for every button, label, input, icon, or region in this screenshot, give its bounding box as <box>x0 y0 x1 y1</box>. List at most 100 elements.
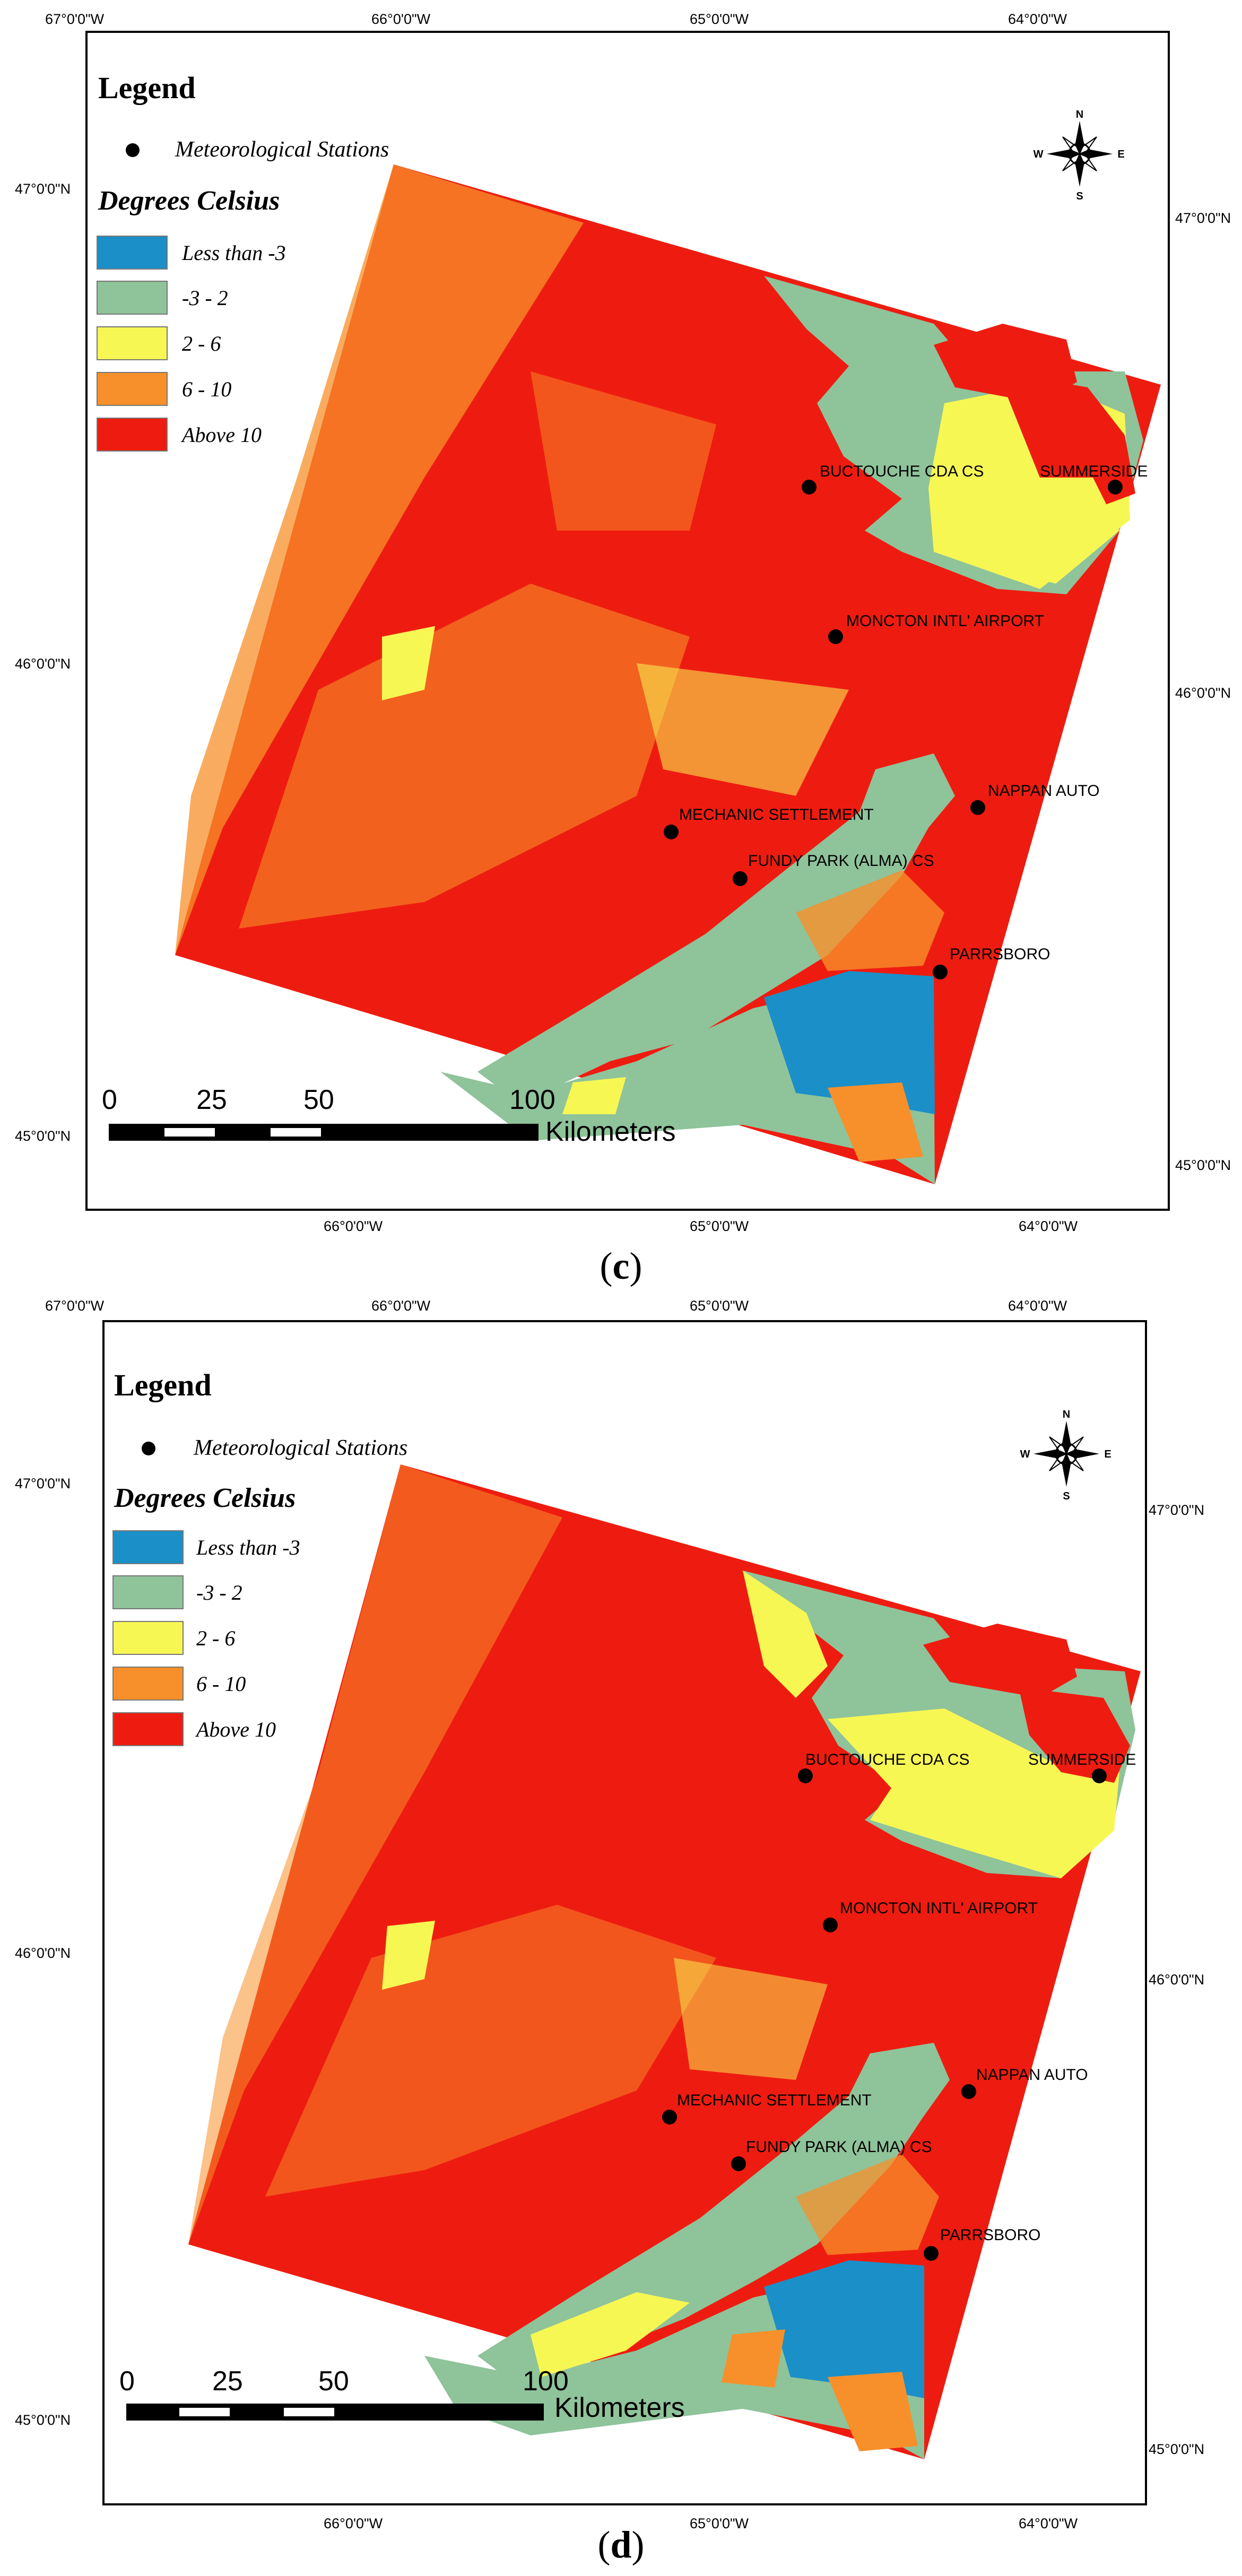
right-axis-label: 45°0'0"N <box>1149 2441 1204 2457</box>
stations: BUCTOUCHE CDA CS SUMMERSIDE MONCTON INTL… <box>662 1751 1136 2261</box>
station-marker[interactable] <box>733 871 748 886</box>
top-axis-label: 65°0'0"W <box>690 1298 749 1314</box>
scale-tick-label: 100 <box>509 1085 555 1115</box>
left-axis-label: 46°0'0"N <box>15 656 71 672</box>
top-axis-label: 64°0'0"W <box>1008 1298 1067 1314</box>
legend-class-label: Above 10 <box>180 423 262 447</box>
scale-unit: Kilometers <box>545 1116 676 1147</box>
left-axis-label: 47°0'0"N <box>15 1476 71 1491</box>
right-axis-label: 47°0'0"N <box>1149 1502 1204 1518</box>
caption-c: (c) <box>600 1245 642 1287</box>
east-label: E <box>1104 1449 1111 1460</box>
station-label: FUNDY PARK (ALMA) CS <box>746 2138 932 2156</box>
legend-swatch <box>97 281 168 315</box>
bottom-axis-label: 65°0'0"W <box>690 1218 749 1234</box>
legend-class-label: -3 - 2 <box>182 286 228 310</box>
bottom-axis-label: 64°0'0"W <box>1019 1218 1078 1234</box>
west-label: W <box>1033 149 1044 160</box>
scale-tick-label: 50 <box>318 2366 349 2397</box>
legend: Legend Meteorological Stations Degrees C… <box>112 1368 407 1746</box>
station-marker[interactable] <box>924 2246 939 2261</box>
right-axis-label: 46°0'0"N <box>1175 685 1231 701</box>
legend-class-label: 2 - 6 <box>196 1626 235 1650</box>
north-label: N <box>1076 109 1083 120</box>
map-panel-d: 67°0'0"W 66°0'0"W 65°0'0"W 64°0'0"W 66°0… <box>0 1295 1242 2576</box>
legend-swatch <box>97 372 168 406</box>
scale-tick-label: 0 <box>102 1085 117 1115</box>
station-symbol <box>142 1442 155 1455</box>
left-axis-label: 45°0'0"N <box>15 1128 71 1144</box>
legend-class-label: Less than -3 <box>196 1536 300 1559</box>
station-label: BUCTOUCHE CDA CS <box>820 463 984 480</box>
top-axis-label: 64°0'0"W <box>1008 11 1067 27</box>
station-marker[interactable] <box>662 2110 677 2124</box>
north-arrow-icon: N S E W <box>1020 1409 1111 1502</box>
legend-units-title: Degrees Celsius <box>114 1483 296 1513</box>
legend-swatch <box>112 1575 184 1609</box>
bottom-axis-label: 66°0'0"W <box>324 2516 383 2531</box>
scale-tick-label: 100 <box>523 2366 569 2397</box>
temperature-raster <box>188 1464 1141 2459</box>
station-label: MONCTON INTL' AIRPORT <box>846 612 1044 630</box>
temperature-raster <box>175 164 1161 1184</box>
scale-tick-label: 25 <box>196 1085 227 1115</box>
scale-tick-label: 25 <box>212 2366 243 2397</box>
station-marker[interactable] <box>731 2156 746 2171</box>
scale-bar: 0 25 50 100 Kilometers <box>102 1085 676 1147</box>
scale-tick-label: 0 <box>119 2366 135 2397</box>
station-label: MECHANIC SETTLEMENT <box>677 2092 872 2109</box>
legend-units-title: Degrees Celsius <box>98 186 280 216</box>
legend-swatch <box>97 326 168 360</box>
top-axis-label: 66°0'0"W <box>371 1298 431 1314</box>
legend-swatch <box>112 1712 184 1746</box>
station-marker[interactable] <box>664 825 679 839</box>
left-axis-label: 45°0'0"N <box>15 2412 71 2428</box>
station-label: NAPPAN AUTO <box>976 2066 1088 2084</box>
top-axis-label: 65°0'0"W <box>690 11 749 27</box>
station-label: PARRSBORO <box>950 946 1050 963</box>
station-marker[interactable] <box>1108 480 1123 495</box>
legend-swatch <box>112 1530 184 1564</box>
east-label: E <box>1117 149 1124 160</box>
west-label: W <box>1020 1449 1030 1460</box>
legend-class-label: -3 - 2 <box>196 1581 242 1604</box>
legend: Legend Meteorological Stations Degrees C… <box>97 71 389 452</box>
station-symbol <box>126 143 140 157</box>
right-axis-label: 46°0'0"N <box>1149 1972 1204 1988</box>
top-axis-label: 66°0'0"W <box>371 11 431 27</box>
station-label: MECHANIC SETTLEMENT <box>679 806 874 823</box>
station-label: NAPPAN AUTO <box>988 782 1100 800</box>
legend-swatch <box>112 1667 184 1701</box>
legend-swatch <box>97 418 168 452</box>
station-label: MONCTON INTL' AIRPORT <box>840 1900 1038 1917</box>
scale-tick-label: 50 <box>303 1085 334 1115</box>
legend-class-label: Above 10 <box>195 1718 276 1741</box>
station-marker[interactable] <box>933 965 948 979</box>
station-label: FUNDY PARK (ALMA) CS <box>748 852 934 870</box>
right-axis-label: 47°0'0"N <box>1175 210 1231 226</box>
legend-class-label: 2 - 6 <box>182 332 221 355</box>
station-marker[interactable] <box>828 629 843 644</box>
south-label: S <box>1076 190 1083 202</box>
station-marker[interactable] <box>798 1768 813 1783</box>
south-label: S <box>1063 1490 1070 1502</box>
station-marker[interactable] <box>823 1918 838 1932</box>
left-axis-label: 46°0'0"N <box>15 1945 71 1961</box>
top-axis-label: 67°0'0"W <box>45 11 105 27</box>
legend-title: Legend <box>114 1368 212 1402</box>
station-marker[interactable] <box>1092 1768 1107 1783</box>
station-marker[interactable] <box>970 800 985 815</box>
legend-swatch <box>97 236 168 270</box>
legend-class-label: 6 - 10 <box>196 1672 246 1696</box>
station-marker[interactable] <box>802 480 817 495</box>
bottom-axis-label: 64°0'0"W <box>1019 2516 1078 2531</box>
station-label: PARRSBORO <box>940 2226 1040 2244</box>
legend-stations-label: Meteorological Stations <box>193 1436 407 1460</box>
scale-unit: Kilometers <box>554 2392 685 2423</box>
scale-bar: 0 25 50 100 Kilometers <box>119 2366 685 2423</box>
legend-class-label: Less than -3 <box>181 241 286 265</box>
north-arrow-icon: N S E W <box>1033 109 1125 202</box>
station-label: SUMMERSIDE <box>1040 463 1148 480</box>
top-axis-label: 67°0'0"W <box>45 1298 105 1314</box>
station-marker[interactable] <box>961 2084 976 2099</box>
